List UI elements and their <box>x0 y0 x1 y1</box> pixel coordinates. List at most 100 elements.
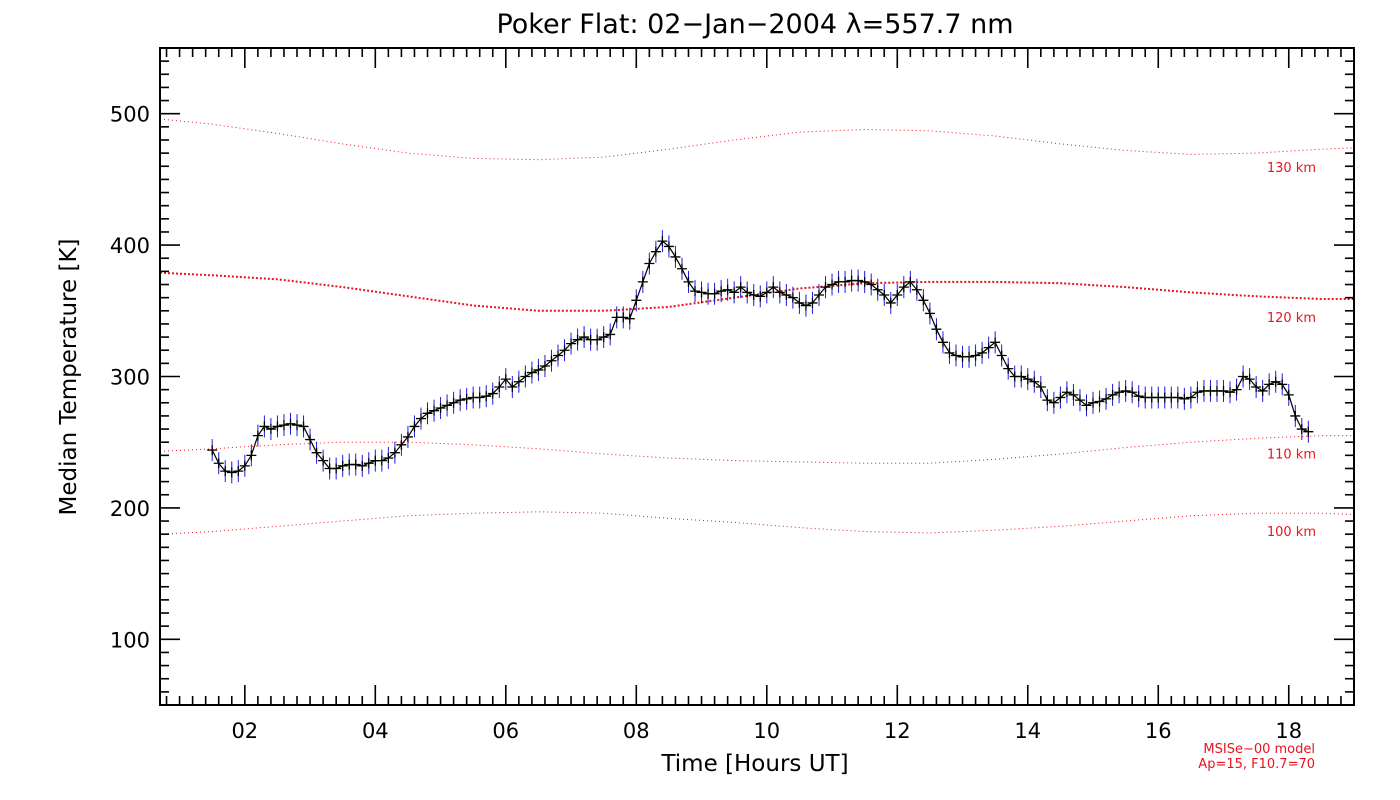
data-point <box>1231 384 1242 395</box>
y-tick-label: 100 <box>110 628 150 652</box>
data-point <box>350 459 361 470</box>
data-point <box>885 297 896 308</box>
data-point <box>853 275 864 286</box>
data-point <box>259 421 270 432</box>
data-point <box>813 290 824 301</box>
data-point <box>787 292 798 303</box>
data-point <box>696 287 707 298</box>
data-point <box>572 334 583 345</box>
data-point <box>481 391 492 402</box>
data-point <box>415 413 426 424</box>
data-point <box>598 332 609 343</box>
data-point <box>905 276 916 287</box>
data-point <box>357 460 368 471</box>
data-point <box>389 447 400 458</box>
data-point <box>624 313 635 324</box>
data-point <box>383 452 394 463</box>
data-point <box>1107 389 1118 400</box>
data-point <box>820 282 831 293</box>
series-line <box>211 240 1309 474</box>
data-point <box>774 287 785 298</box>
data-point <box>951 350 961 361</box>
data-point <box>1290 410 1301 421</box>
data-point <box>402 431 413 442</box>
data-point <box>579 332 590 343</box>
data-point <box>1283 389 1294 400</box>
data-point <box>735 282 746 293</box>
data-point <box>742 287 753 298</box>
data-point <box>539 360 550 371</box>
data-series <box>207 230 1314 484</box>
x-tick-label: 14 <box>1014 719 1041 743</box>
model-note-line2: Ap=15, F10.7=70 <box>1198 757 1315 772</box>
data-point <box>1277 379 1288 390</box>
model-curve <box>159 511 1355 535</box>
data-point <box>794 297 805 308</box>
x-tick-label: 02 <box>231 719 258 743</box>
data-point <box>866 279 877 290</box>
data-point <box>1029 376 1040 387</box>
data-point <box>337 460 348 471</box>
data-point <box>990 337 1001 348</box>
data-point <box>1074 395 1085 406</box>
data-point <box>422 408 433 419</box>
data-point <box>1061 387 1072 398</box>
data-point <box>533 364 544 375</box>
data-point <box>1225 387 1236 398</box>
x-tick-label: 08 <box>623 719 650 743</box>
data-point <box>1035 382 1046 393</box>
data-point <box>278 420 289 431</box>
data-point <box>285 418 296 429</box>
data-point <box>650 246 661 257</box>
data-point <box>1101 393 1112 404</box>
data-point <box>970 350 981 361</box>
y-tick-label: 400 <box>110 234 150 258</box>
data-point <box>1264 379 1275 390</box>
data-point <box>657 236 668 247</box>
data-point <box>513 376 524 387</box>
data-point <box>918 295 929 306</box>
data-point <box>663 241 674 252</box>
data-point <box>983 342 994 353</box>
data-point <box>239 460 250 471</box>
data-point <box>233 466 244 477</box>
data-point <box>709 288 720 299</box>
chart-title: Poker Flat: 02−Jan−2004 λ=557.7 nm <box>496 9 1013 40</box>
data-point <box>1016 371 1027 382</box>
data-point <box>1244 374 1255 385</box>
data-point <box>618 312 629 323</box>
data-point <box>213 458 224 469</box>
data-point <box>892 290 903 301</box>
model-note-line1: MSISe−00 model <box>1203 742 1315 757</box>
data-point <box>363 458 374 469</box>
data-point <box>1042 395 1053 406</box>
data-point <box>1185 392 1196 403</box>
data-point <box>318 455 329 466</box>
data-point <box>566 338 577 349</box>
data-point <box>1296 424 1307 435</box>
plot-frame <box>159 47 1355 706</box>
data-point <box>690 286 701 297</box>
x-tick-label: 16 <box>1145 719 1172 743</box>
y-tick-label: 200 <box>110 497 150 521</box>
data-point <box>246 450 257 461</box>
data-point <box>298 421 309 432</box>
data-point <box>898 282 909 293</box>
data-point <box>931 324 942 335</box>
data-point <box>1238 371 1249 382</box>
data-point <box>676 263 687 274</box>
data-point <box>461 393 472 404</box>
model-curve <box>159 118 1355 161</box>
data-point <box>226 467 237 478</box>
data-point <box>800 300 811 311</box>
data-point <box>1081 400 1092 411</box>
data-point <box>944 347 955 358</box>
data-point <box>996 350 1007 361</box>
data-point <box>1218 385 1229 396</box>
data-point <box>507 382 518 393</box>
data-point <box>924 308 935 319</box>
data-point <box>1172 392 1183 403</box>
data-point <box>448 397 459 408</box>
data-point <box>311 447 322 458</box>
